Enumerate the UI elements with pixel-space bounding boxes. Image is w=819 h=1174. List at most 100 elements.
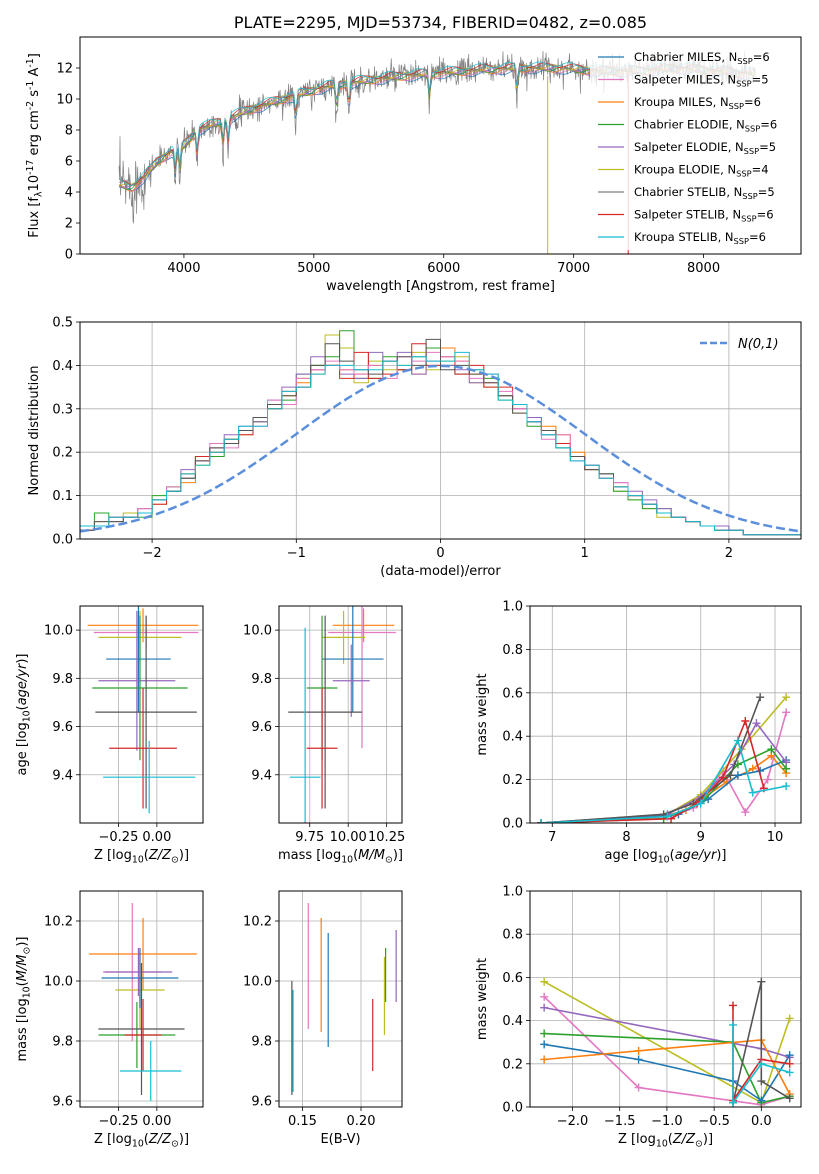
x-tick-label: −0.25 bbox=[99, 1114, 139, 1129]
weight-marker bbox=[663, 812, 672, 821]
x-tick-label: 0.15 bbox=[288, 1114, 317, 1129]
text-run: Chabrier MILES, N bbox=[634, 50, 737, 64]
weight-marker bbox=[748, 788, 757, 797]
chart-z_age: −0.250.00 9.4 9.6 9.8 10.0 Z [log10​(Z/Z⊙​)] a… bbox=[15, 605, 204, 866]
text-run: 0.6 bbox=[502, 971, 523, 986]
x-axis-label: mass [log10​(M/M⊙​)] bbox=[278, 848, 403, 866]
text-run: 9.6 bbox=[52, 1095, 73, 1110]
text-run: =5 bbox=[758, 185, 775, 199]
weight-marker bbox=[785, 1059, 794, 1068]
text-run: 9.8 bbox=[52, 672, 73, 687]
text-run: Z [log bbox=[94, 848, 132, 863]
math-run: M/M bbox=[358, 848, 385, 863]
text-run: 10.0 bbox=[243, 975, 272, 990]
text-run: PLATE=2295, MJD=53734, FIBERID=0482, z=0… bbox=[234, 13, 647, 32]
text-run: −2 bbox=[143, 546, 162, 561]
weight-series bbox=[537, 736, 791, 823]
weight-marker bbox=[757, 1059, 766, 1068]
x-axis-label: Z [log10​(Z/Z⊙​)] bbox=[94, 1132, 189, 1150]
subscript: SSP bbox=[736, 79, 751, 89]
text-run: 0.4 bbox=[502, 1014, 523, 1029]
y-tick-label: 10.2 bbox=[243, 915, 272, 930]
text-run: 0 bbox=[65, 248, 73, 263]
superscript: -2 bbox=[25, 101, 36, 110]
weight-marker bbox=[634, 1083, 643, 1092]
y-tick-label: 4 bbox=[65, 186, 73, 201]
x-tick-label: 10.25 bbox=[368, 830, 405, 845]
text-run: −0.25 bbox=[99, 830, 139, 845]
text-run: 9.6 bbox=[251, 1095, 272, 1110]
legend-label: Chabrier STELIB, NSSP​=5 bbox=[634, 185, 775, 201]
y-tick-label: 0.5 bbox=[52, 316, 73, 331]
x-tick-label: 2 bbox=[725, 546, 733, 561]
subscript: ⊙ bbox=[171, 855, 179, 866]
text-run: s bbox=[27, 90, 42, 101]
text-run: 9.6 bbox=[251, 720, 272, 735]
text-run: Kroupa MILES, N bbox=[634, 95, 729, 109]
y-tick-label: 9.6 bbox=[251, 720, 272, 735]
text-run: Kroupa STELIB, N bbox=[634, 230, 734, 244]
text-run: ( bbox=[353, 848, 358, 863]
text-run: 10.2 bbox=[243, 915, 272, 930]
text-run: Flux [f bbox=[27, 197, 42, 238]
legend: N(0,1) bbox=[700, 337, 779, 352]
text-run: )] bbox=[15, 653, 30, 663]
y-tick-label: 12 bbox=[56, 62, 73, 77]
text-run: 1.0 bbox=[502, 600, 523, 615]
y-tick-label: 10.0 bbox=[243, 975, 272, 990]
legend-label: Kroupa ELODIE, NSSP​=4 bbox=[634, 163, 769, 179]
data-point bbox=[98, 963, 185, 1095]
text-run: 0 bbox=[436, 546, 444, 561]
data-point bbox=[95, 615, 197, 809]
axes-frame bbox=[529, 890, 802, 1108]
y-tick-label: 9.4 bbox=[52, 768, 73, 783]
weight-marker bbox=[782, 782, 791, 791]
text-run: 0.8 bbox=[502, 643, 523, 658]
y-tick-label: 9.6 bbox=[52, 720, 73, 735]
axes-frame bbox=[79, 36, 802, 255]
text-run: =6 bbox=[753, 50, 770, 64]
data-point bbox=[87, 608, 199, 643]
text-run: 10.0 bbox=[44, 975, 73, 990]
text-run: 9 bbox=[697, 830, 705, 845]
text-run: (data-model)/error bbox=[380, 564, 501, 579]
y-tick-label: 10.0 bbox=[243, 624, 272, 639]
text-run: ( bbox=[670, 848, 675, 863]
text-run: erg cm bbox=[27, 110, 42, 159]
weight-line bbox=[541, 718, 765, 823]
weight-marker bbox=[782, 693, 791, 702]
axes-frame bbox=[278, 605, 403, 824]
text-run: −2.0 bbox=[557, 1114, 589, 1129]
math-run: Z/Z bbox=[672, 1132, 696, 1147]
text-run: 0.0 bbox=[751, 1114, 772, 1129]
text-run: 12 bbox=[56, 62, 73, 77]
histogram-series bbox=[80, 351, 801, 539]
subscript: λ bbox=[34, 191, 45, 197]
weight-marker bbox=[729, 1001, 738, 1010]
text-run: ( bbox=[15, 705, 30, 710]
math-run: Z/Z bbox=[148, 1132, 172, 1147]
weight-marker bbox=[785, 1051, 794, 1060]
y-tick-label: 0.2 bbox=[52, 446, 73, 461]
x-tick-label: 5000 bbox=[297, 261, 330, 276]
legend-label: Salpeter MILES, NSSP​=5 bbox=[634, 73, 769, 89]
text-run: Salpeter MILES, N bbox=[634, 73, 736, 87]
weight-series bbox=[540, 992, 794, 1107]
text-run: −1 bbox=[287, 546, 306, 561]
text-run: )] bbox=[703, 1132, 713, 1147]
weight-marker bbox=[741, 808, 750, 817]
y-tick-label: 0.0 bbox=[502, 817, 523, 832]
y-tick-label: 0.2 bbox=[502, 773, 523, 788]
text-run: −1.0 bbox=[651, 1114, 683, 1129]
x-tick-label: 0.00 bbox=[142, 830, 171, 845]
text-run: 0.2 bbox=[502, 773, 523, 788]
x-tick-label: 9 bbox=[697, 830, 705, 845]
text-run: 7 bbox=[548, 830, 556, 845]
text-run: ( bbox=[144, 1132, 149, 1147]
text-run: ( bbox=[668, 1132, 673, 1147]
data-point bbox=[106, 606, 171, 713]
weight-marker bbox=[785, 1094, 794, 1103]
text-run: 9.8 bbox=[251, 672, 272, 687]
weight-marker bbox=[752, 719, 761, 728]
